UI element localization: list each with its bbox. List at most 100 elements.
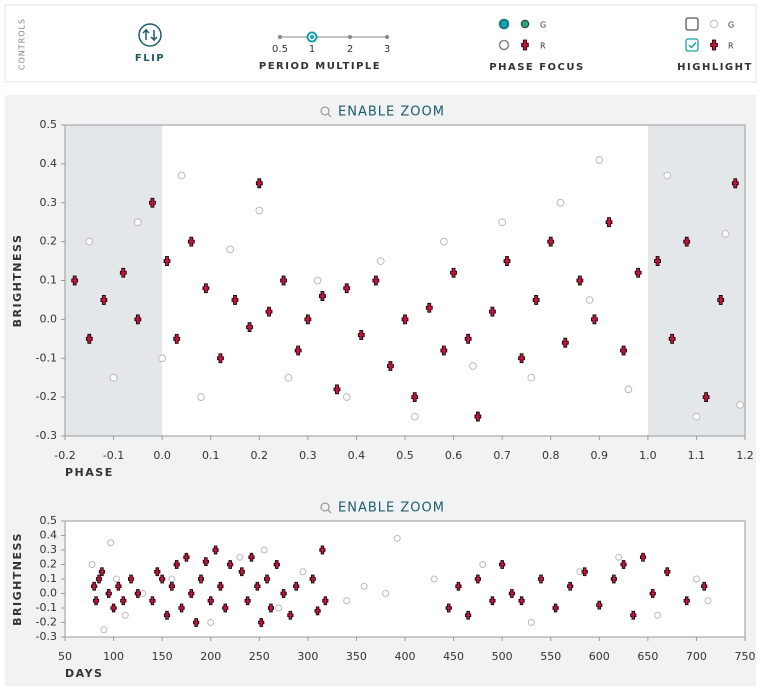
highlight-checkbox[interactable] (685, 38, 699, 52)
point-r (163, 256, 171, 266)
y-tick-label: -0.3 (36, 630, 57, 643)
point-g (439, 237, 448, 246)
zoom-icon[interactable] (320, 106, 330, 116)
point-r (163, 610, 171, 620)
point-r (702, 392, 710, 403)
y-tick-label: 0.0 (40, 587, 58, 600)
phase-focus-radio[interactable] (498, 18, 510, 30)
highlight-checkbox[interactable] (685, 17, 699, 31)
point-g (382, 590, 390, 597)
point-r (445, 603, 452, 613)
highlight-option: R (728, 42, 734, 51)
point-r (248, 552, 255, 562)
phase-focus-radio[interactable] (498, 39, 510, 51)
y-tick-label: -0.2 (36, 616, 57, 629)
period-option[interactable] (278, 35, 282, 39)
point-r (499, 560, 506, 569)
point-r (610, 574, 617, 584)
point-g (520, 19, 530, 29)
zoom-icon-handle (327, 509, 332, 514)
point-r (159, 574, 166, 584)
point-r (127, 574, 135, 584)
point-r (411, 392, 419, 403)
point-r (474, 411, 482, 422)
point-g (469, 362, 477, 370)
shaded-region (65, 125, 163, 436)
point-r (717, 295, 725, 305)
zoom-icon-handle (327, 113, 332, 118)
phase-focus-option: G (540, 21, 546, 30)
y-tick-label: -0.2 (36, 390, 57, 403)
y-tick-label: 0.4 (40, 157, 58, 170)
x-tick-label: 1.1 (688, 449, 706, 462)
point-r (503, 256, 511, 266)
controls-title: CONTROLS (18, 18, 27, 70)
point-r (85, 333, 93, 344)
point-g (107, 539, 115, 547)
point-g (100, 626, 108, 634)
y-tick-label: 0.1 (40, 274, 58, 287)
point-r (273, 560, 280, 569)
point-r (202, 557, 209, 566)
period-option[interactable] (385, 35, 389, 39)
y-tick-label: 0.3 (40, 543, 58, 556)
y-tick-label: 0.4 (40, 529, 58, 542)
point-r (425, 302, 433, 313)
point-r (173, 560, 180, 569)
point-r (440, 345, 448, 356)
point-r (238, 567, 245, 577)
x-tick-label: 100 (103, 650, 124, 663)
point-g (654, 611, 662, 619)
point-r (267, 603, 275, 613)
x-tick-label: 0.7 (493, 449, 511, 462)
x-tick-label: 200 (200, 650, 221, 663)
x-tick-label: 0.4 (348, 449, 366, 462)
x-axis-label: PHASE (65, 466, 114, 479)
flip-label[interactable]: FLIP (135, 53, 165, 64)
point-r (465, 610, 472, 620)
point-r (173, 333, 181, 344)
point-r (683, 596, 690, 606)
period-label: PERIOD MULTIPLE (259, 61, 381, 72)
x-tick-label: 300 (297, 650, 318, 663)
point-g (133, 218, 142, 227)
point-g (393, 534, 401, 542)
x-tick-label: 700 (686, 650, 707, 663)
point-r (319, 291, 326, 301)
flip-button[interactable]: FLIP (135, 23, 165, 64)
point-r (649, 589, 656, 598)
highlight-label: HIGHLIGHT (677, 62, 753, 73)
flip-icon[interactable] (138, 23, 162, 47)
point-r (71, 275, 79, 286)
point-g (85, 237, 94, 246)
point-r (319, 545, 326, 555)
point-r (537, 574, 545, 584)
point-r (634, 267, 642, 278)
point-g (158, 354, 167, 363)
y-tick-label: 0.3 (40, 196, 58, 209)
point-r (280, 275, 287, 286)
y-tick-label: -0.3 (36, 429, 57, 442)
point-r (149, 197, 156, 208)
point-g (299, 568, 307, 576)
point-r (630, 610, 637, 620)
period-option[interactable] (348, 35, 352, 39)
zoom-icon[interactable] (320, 502, 330, 512)
x-axis-label: DAYS (65, 667, 103, 680)
point-r (372, 275, 380, 286)
period-option-label: 3 (384, 44, 390, 55)
x-tick-label: 0.3 (299, 449, 317, 462)
enable-zoom[interactable]: ENABLE ZOOM (338, 105, 445, 120)
point-g (88, 561, 96, 568)
point-r (287, 610, 294, 620)
enable-zoom[interactable]: ENABLE ZOOM (338, 501, 445, 516)
point-r (701, 581, 708, 591)
point-g (585, 296, 594, 304)
x-tick-label: 600 (589, 650, 610, 663)
point-r (576, 275, 584, 286)
highlight-option: G (728, 21, 734, 30)
point-r (168, 581, 175, 591)
point-g (709, 19, 719, 29)
point-g (479, 561, 487, 568)
